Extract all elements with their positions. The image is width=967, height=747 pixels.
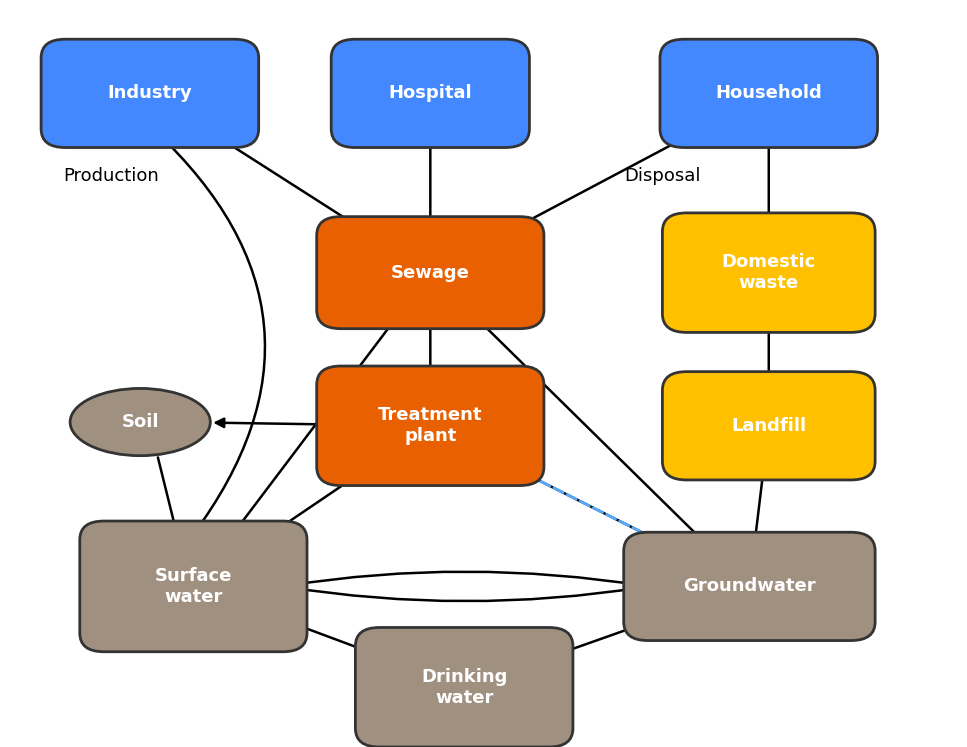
FancyBboxPatch shape	[662, 372, 875, 480]
FancyBboxPatch shape	[624, 532, 875, 641]
FancyBboxPatch shape	[331, 39, 530, 148]
Text: Hospital: Hospital	[389, 84, 472, 102]
Text: Soil: Soil	[122, 413, 159, 431]
Text: Landfill: Landfill	[731, 417, 806, 435]
Text: Drinking
water: Drinking water	[421, 668, 508, 707]
FancyBboxPatch shape	[42, 39, 258, 148]
FancyBboxPatch shape	[659, 39, 878, 148]
Text: Domestic
waste: Domestic waste	[721, 253, 816, 292]
Text: Groundwater: Groundwater	[683, 577, 816, 595]
FancyBboxPatch shape	[317, 217, 543, 329]
Ellipse shape	[71, 388, 211, 456]
FancyBboxPatch shape	[80, 521, 308, 651]
Text: Disposal: Disposal	[624, 167, 701, 185]
Text: Treatment
plant: Treatment plant	[378, 406, 483, 445]
FancyBboxPatch shape	[662, 213, 875, 332]
Text: Industry: Industry	[107, 84, 192, 102]
FancyBboxPatch shape	[356, 627, 572, 747]
Text: Household: Household	[716, 84, 822, 102]
Text: Sewage: Sewage	[391, 264, 470, 282]
Text: Production: Production	[63, 167, 160, 185]
FancyBboxPatch shape	[317, 366, 543, 486]
Text: Surface
water: Surface water	[155, 567, 232, 606]
